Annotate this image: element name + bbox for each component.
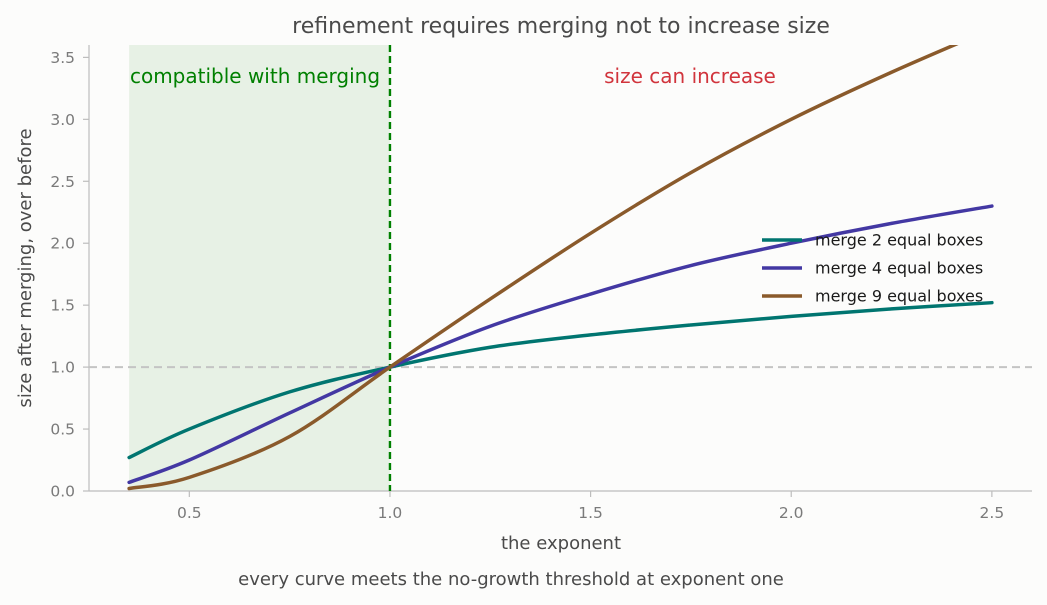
series-group bbox=[127, 45, 994, 491]
x-tick-label: 1.0 bbox=[378, 504, 403, 522]
x-tick-label: 2.0 bbox=[779, 504, 804, 522]
series-line-1 bbox=[127, 300, 994, 460]
y-tick-label: 3.5 bbox=[50, 49, 75, 67]
compatible-region-shade bbox=[129, 45, 390, 491]
chart-title: refinement requires merging not to incre… bbox=[292, 14, 830, 39]
y-tick-label: 3.0 bbox=[50, 111, 75, 129]
legend-label: merge 9 equal boxes bbox=[815, 287, 983, 306]
legend-label: merge 4 equal boxes bbox=[815, 259, 983, 278]
series-line-2 bbox=[127, 204, 994, 485]
series-line-3 bbox=[127, 45, 959, 491]
y-tick-label: 0.0 bbox=[50, 483, 75, 501]
x-tick-label: 0.5 bbox=[177, 504, 202, 522]
x-tick-label: 1.5 bbox=[578, 504, 603, 522]
y-tick-label: 1.0 bbox=[50, 359, 75, 377]
y-axis-label: size after merging, over before bbox=[15, 128, 36, 407]
y-tick-label: 2.0 bbox=[50, 235, 75, 253]
y-tick-label: 2.5 bbox=[50, 173, 75, 191]
legend: merge 2 equal boxes merge 4 equal boxes me… bbox=[762, 231, 983, 306]
legend-label: merge 2 equal boxes bbox=[815, 231, 983, 250]
annotation-compatible: compatible with merging bbox=[130, 64, 380, 88]
y-tick-label: 0.5 bbox=[50, 421, 75, 439]
y-tick-label: 1.5 bbox=[50, 297, 75, 315]
footnote: every curve meets the no-growth threshol… bbox=[238, 569, 784, 590]
x-tick-label: 2.5 bbox=[980, 504, 1005, 522]
x-axis-label: the exponent bbox=[501, 533, 621, 554]
annotation-increase: size can increase bbox=[604, 64, 776, 88]
